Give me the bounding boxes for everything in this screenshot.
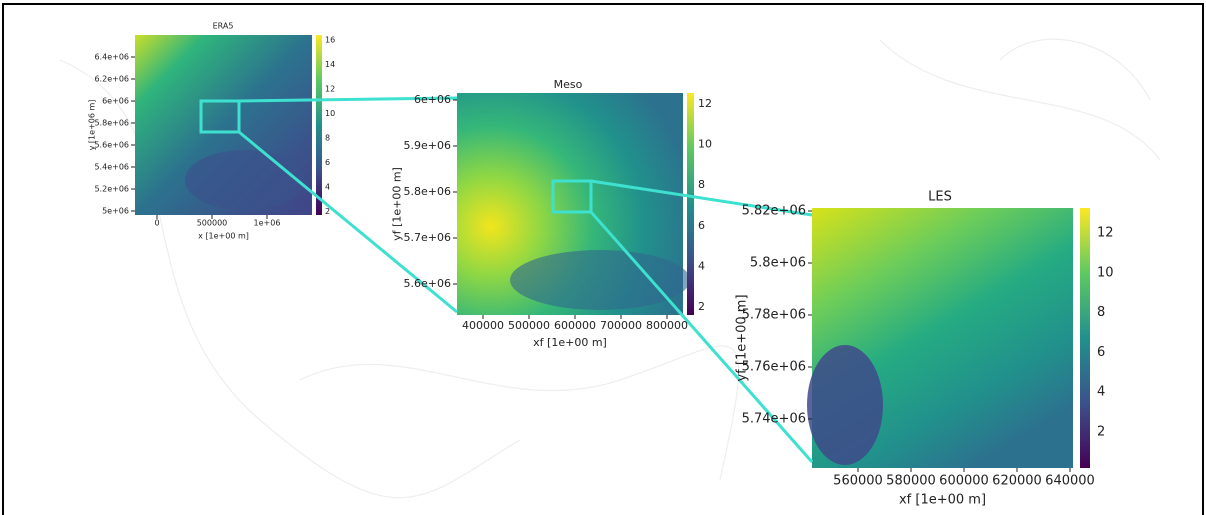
- x-axis-label: xf [1e+00 m]: [899, 493, 986, 508]
- y-tick-label: 5.2e+06: [94, 185, 129, 194]
- colorbar-tick-label: 6: [698, 219, 705, 232]
- y-tick-label: 5.82e+06: [742, 204, 806, 219]
- y-tick-label: 5.9e+06: [404, 139, 451, 152]
- colorbar-tick-label: 10: [325, 109, 335, 118]
- y-tick-label: 6.2e+06: [94, 75, 129, 84]
- x-tick-label: 700000: [600, 319, 642, 332]
- x-tick-label: 500000: [508, 319, 550, 332]
- y-tick-label: 5.8e+06: [94, 119, 129, 128]
- x-tick-label: 600000: [939, 474, 989, 489]
- x-tick-label: 0: [154, 219, 159, 228]
- figure: ERA5x [1e+00 m]y [1e+06 m]05000001e+066.…: [0, 0, 1206, 515]
- y-tick-label: 5.74e+06: [742, 412, 806, 427]
- y-axis-label: yf [1e+00 m]: [391, 167, 404, 241]
- x-tick-label: 580000: [886, 474, 936, 489]
- x-tick-label: 620000: [992, 474, 1042, 489]
- heatmap-detail: [807, 345, 883, 465]
- x-tick-label: 560000: [833, 474, 883, 489]
- colorbar-tick-label: 6: [1097, 345, 1105, 360]
- y-tick-label: 5.4e+06: [94, 163, 129, 172]
- x-axis-label: x [1e+00 m]: [198, 232, 249, 241]
- colorbar-tick-label: 8: [698, 178, 705, 191]
- y-tick-label: 5.8e+06: [404, 185, 451, 198]
- colorbar: [1080, 208, 1090, 468]
- x-tick-label: 400000: [462, 319, 504, 332]
- colorbar-tick-label: 12: [325, 85, 335, 94]
- y-tick-label: 6.4e+06: [94, 53, 129, 62]
- y-tick-label: 5.6e+06: [94, 141, 129, 150]
- colorbar-tick-label: 8: [1097, 305, 1105, 320]
- x-tick-label: 800000: [646, 319, 688, 332]
- colorbar-tick-label: 4: [698, 259, 705, 272]
- colorbar-tick-label: 8: [325, 134, 330, 143]
- x-tick-label: 1e+06: [254, 219, 281, 228]
- x-tick-label: 600000: [554, 319, 596, 332]
- colorbar-tick-label: 10: [1097, 265, 1114, 280]
- colorbar-tick-label: 2: [1097, 425, 1105, 440]
- y-tick-label: 5.78e+06: [742, 308, 806, 323]
- colorbar-tick-label: 14: [325, 60, 335, 69]
- panel-title: LES: [928, 190, 952, 205]
- colorbar-tick-label: 12: [698, 97, 712, 110]
- panel-title: Meso: [554, 78, 583, 91]
- colorbar-tick-label: 12: [1097, 226, 1114, 241]
- colorbar: [687, 93, 694, 315]
- colorbar-tick-label: 2: [325, 207, 330, 216]
- colorbar-tick-label: 10: [698, 138, 712, 151]
- x-tick-label: 640000: [1045, 474, 1095, 489]
- y-tick-label: 5e+06: [102, 207, 129, 216]
- colorbar-tick-label: 6: [325, 158, 330, 167]
- y-tick-label: 6e+06: [102, 97, 129, 106]
- colorbar: [316, 35, 322, 215]
- heatmap-detail: [185, 150, 305, 210]
- y-tick-label: 5.6e+06: [404, 277, 451, 290]
- colorbar-tick-label: 2: [698, 300, 705, 313]
- colorbar-tick-label: 4: [325, 183, 330, 192]
- y-tick-label: 5.7e+06: [404, 231, 451, 244]
- heatmap-detail: [510, 250, 690, 310]
- y-tick-label: 6e+06: [414, 93, 451, 106]
- colorbar-tick-label: 16: [325, 36, 335, 45]
- y-tick-label: 5.8e+06: [750, 256, 806, 271]
- x-tick-label: 500000: [197, 219, 228, 228]
- panel-title: ERA5: [213, 22, 234, 31]
- colorbar-tick-label: 4: [1097, 385, 1105, 400]
- x-axis-label: xf [1e+00 m]: [533, 336, 607, 349]
- y-tick-label: 5.76e+06: [742, 360, 806, 375]
